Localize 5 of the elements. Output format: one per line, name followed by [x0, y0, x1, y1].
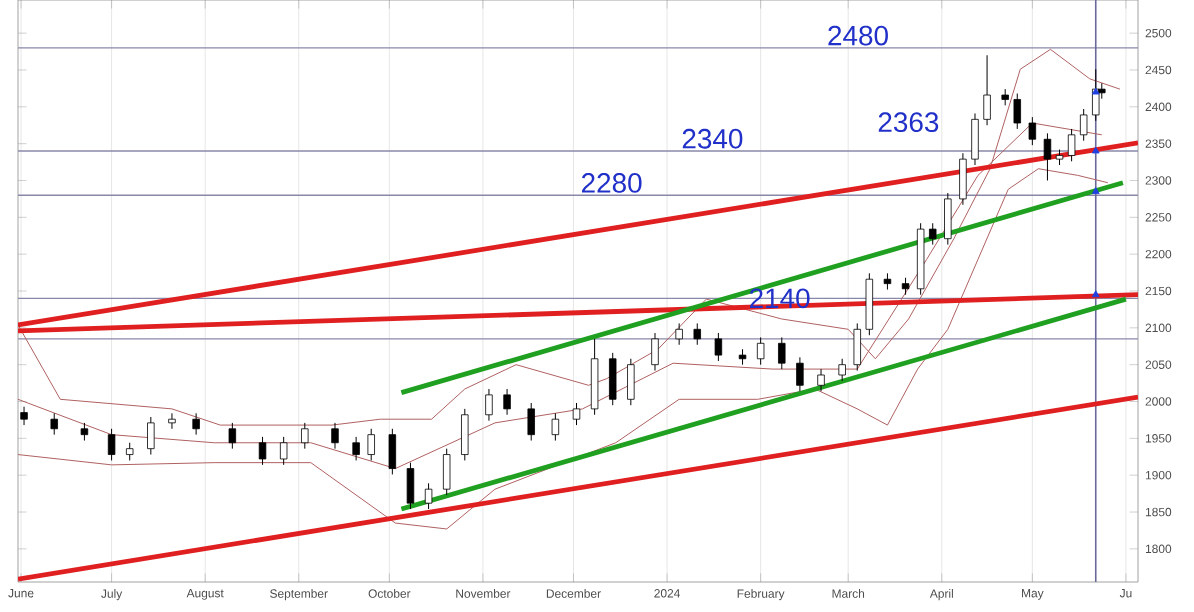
ref-line-label: 2280 — [581, 173, 642, 193]
ref-line-label: 2340 — [682, 128, 743, 149]
ref-line-label: 2140 — [749, 288, 810, 309]
ref-line-label: 2480 — [828, 25, 888, 46]
annotation: 2363 — [878, 112, 939, 133]
